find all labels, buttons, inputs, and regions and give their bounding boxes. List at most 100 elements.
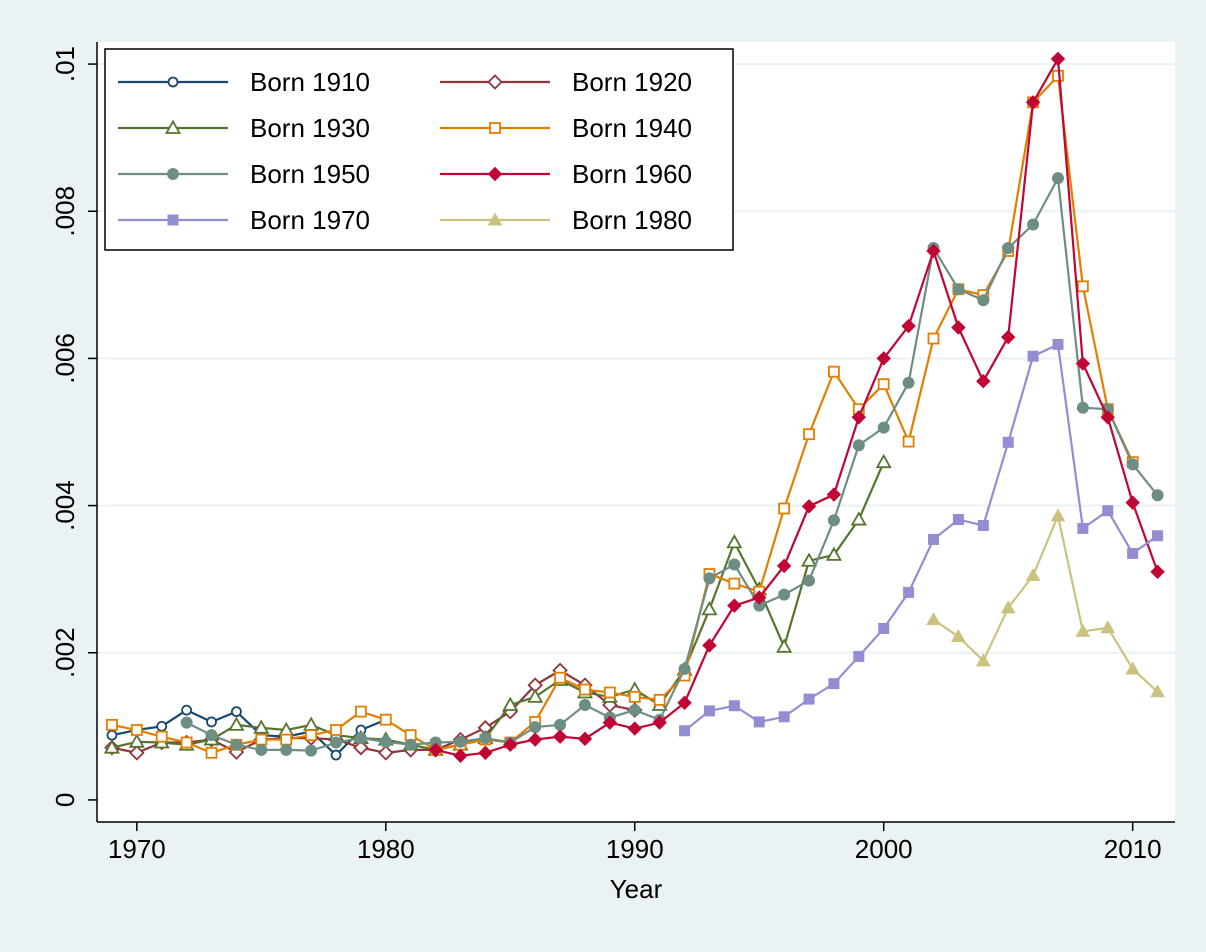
marker — [628, 691, 641, 703]
marker — [952, 283, 965, 296]
marker — [128, 733, 145, 748]
marker — [778, 711, 790, 723]
legend-label: Born 1950 — [250, 159, 370, 189]
marker — [231, 706, 242, 718]
series-line — [932, 512, 1159, 693]
marker — [778, 502, 791, 515]
marker — [653, 693, 666, 706]
x-tick-label: 2010 — [1104, 834, 1162, 864]
marker — [1000, 329, 1016, 345]
marker — [255, 733, 268, 746]
marker — [827, 514, 840, 527]
y-tick-label: .004 — [50, 480, 80, 531]
marker — [330, 724, 342, 736]
legend-label: Born 1980 — [572, 205, 692, 235]
marker — [951, 629, 966, 643]
marker — [1127, 547, 1139, 559]
marker — [106, 718, 118, 731]
marker — [726, 534, 743, 549]
marker — [728, 700, 740, 712]
marker — [753, 716, 765, 728]
marker — [180, 736, 193, 749]
marker — [428, 742, 443, 758]
marker — [703, 705, 715, 717]
marker — [928, 533, 940, 545]
legend-label: Born 1920 — [572, 67, 692, 97]
marker — [487, 74, 503, 90]
marker — [902, 435, 915, 448]
marker — [828, 365, 840, 378]
marker — [701, 601, 718, 616]
marker — [877, 421, 890, 434]
y-tick-label: .002 — [50, 627, 80, 678]
marker — [130, 724, 143, 736]
marker — [404, 738, 417, 751]
marker — [1027, 218, 1040, 231]
marker — [167, 76, 179, 88]
marker — [305, 729, 318, 742]
marker — [404, 729, 417, 742]
x-tick-label: 1970 — [108, 834, 166, 864]
marker — [155, 730, 168, 743]
x-tick-label: 2000 — [855, 834, 913, 864]
marker — [554, 671, 566, 684]
marker — [354, 732, 367, 745]
y-tick-label: .006 — [50, 333, 80, 384]
marker — [156, 720, 168, 732]
legend-label: Born 1940 — [572, 113, 692, 143]
marker — [778, 588, 791, 601]
marker — [1000, 600, 1016, 614]
marker — [1076, 280, 1089, 293]
marker — [1125, 661, 1141, 675]
marker — [1077, 522, 1089, 534]
marker — [181, 704, 193, 716]
y-tick-label: .008 — [50, 186, 80, 237]
marker — [803, 693, 815, 705]
marker — [1050, 51, 1066, 67]
marker — [164, 119, 182, 134]
marker — [851, 410, 867, 425]
marker — [1027, 350, 1039, 362]
marker — [305, 744, 318, 757]
marker — [826, 487, 842, 502]
marker — [527, 688, 544, 703]
marker — [850, 511, 867, 526]
marker — [1076, 401, 1089, 414]
marker — [180, 716, 193, 729]
marker — [877, 378, 890, 391]
marker — [527, 732, 543, 747]
marker — [379, 735, 392, 748]
marker — [487, 212, 503, 226]
marker — [977, 519, 989, 531]
legend-label: Born 1970 — [250, 205, 370, 235]
marker — [702, 638, 717, 653]
marker — [1050, 508, 1066, 522]
marker — [454, 735, 467, 748]
series-line — [186, 174, 1159, 752]
marker — [825, 546, 842, 561]
marker — [1150, 564, 1165, 580]
marker — [776, 558, 792, 574]
marker — [529, 721, 542, 734]
marker — [230, 738, 243, 751]
legend-label: Born 1930 — [250, 113, 370, 143]
marker — [1152, 530, 1164, 542]
marker — [876, 351, 891, 366]
marker — [951, 320, 966, 335]
marker — [554, 718, 567, 731]
marker — [1075, 623, 1091, 637]
marker — [205, 729, 218, 742]
marker — [628, 704, 641, 717]
marker — [1100, 410, 1115, 425]
marker — [502, 696, 519, 711]
marker — [129, 745, 145, 761]
marker — [330, 749, 342, 761]
marker — [280, 743, 293, 756]
marker — [976, 374, 991, 389]
marker — [106, 729, 118, 741]
marker — [853, 650, 865, 662]
marker — [205, 746, 218, 759]
y-tick-label: 0 — [50, 793, 80, 807]
marker — [602, 715, 618, 730]
marker — [677, 695, 692, 710]
